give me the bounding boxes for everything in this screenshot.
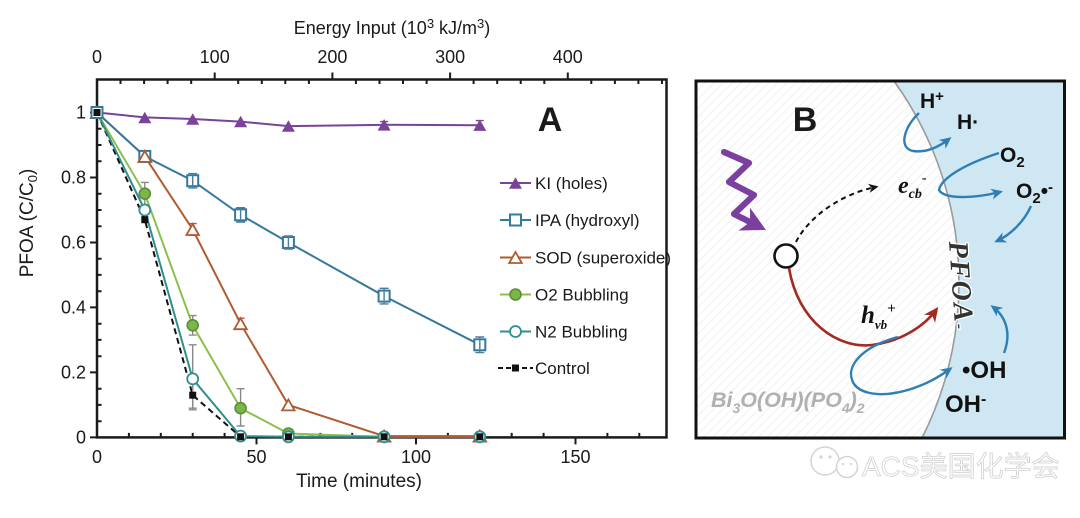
svg-text:150: 150 [560,447,590,467]
svg-text:100: 100 [401,447,431,467]
svg-text:0.4: 0.4 [61,297,86,317]
svg-text:200: 200 [317,47,347,67]
svg-text:400: 400 [553,47,583,67]
svg-text:OH-: OH- [945,391,986,418]
svg-text:100: 100 [200,47,230,67]
svg-text:ecb-: ecb- [898,171,927,202]
svg-text:50: 50 [246,447,266,467]
svg-text:0: 0 [76,427,86,447]
svg-text:Control: Control [535,359,590,378]
svg-text:hvb+: hvb+ [861,301,896,332]
svg-text:IPA (hydroxyl): IPA (hydroxyl) [535,211,640,230]
svg-text:0: 0 [92,447,102,467]
svg-text:0: 0 [92,47,102,67]
svg-text:•OH: •OH [962,357,1006,384]
svg-text:A: A [538,101,563,139]
svg-text:1: 1 [76,103,86,123]
svg-text:ACS美国化学会: ACS美国化学会 [862,451,1060,482]
svg-text:0.2: 0.2 [61,362,86,382]
svg-text:0.6: 0.6 [61,233,86,253]
svg-text:Time (minutes): Time (minutes) [296,471,422,492]
svg-text:KI (holes): KI (holes) [535,174,608,193]
svg-text:O2 Bubbling: O2 Bubbling [535,286,629,305]
svg-text:PFOA-: PFOA- [942,239,979,332]
svg-text:Energy Input (103 kJ/m3): Energy Input (103 kJ/m3) [294,16,491,38]
svg-text:0.8: 0.8 [61,168,86,188]
svg-text:H·: H· [957,111,979,134]
svg-text:PFOA (C/C0): PFOA (C/C0) [17,169,40,278]
svg-text:SOD (superoxide): SOD (superoxide) [535,249,671,268]
svg-text:N2 Bubbling: N2 Bubbling [535,323,628,342]
svg-text:300: 300 [435,47,465,67]
svg-text:B: B [793,101,818,139]
